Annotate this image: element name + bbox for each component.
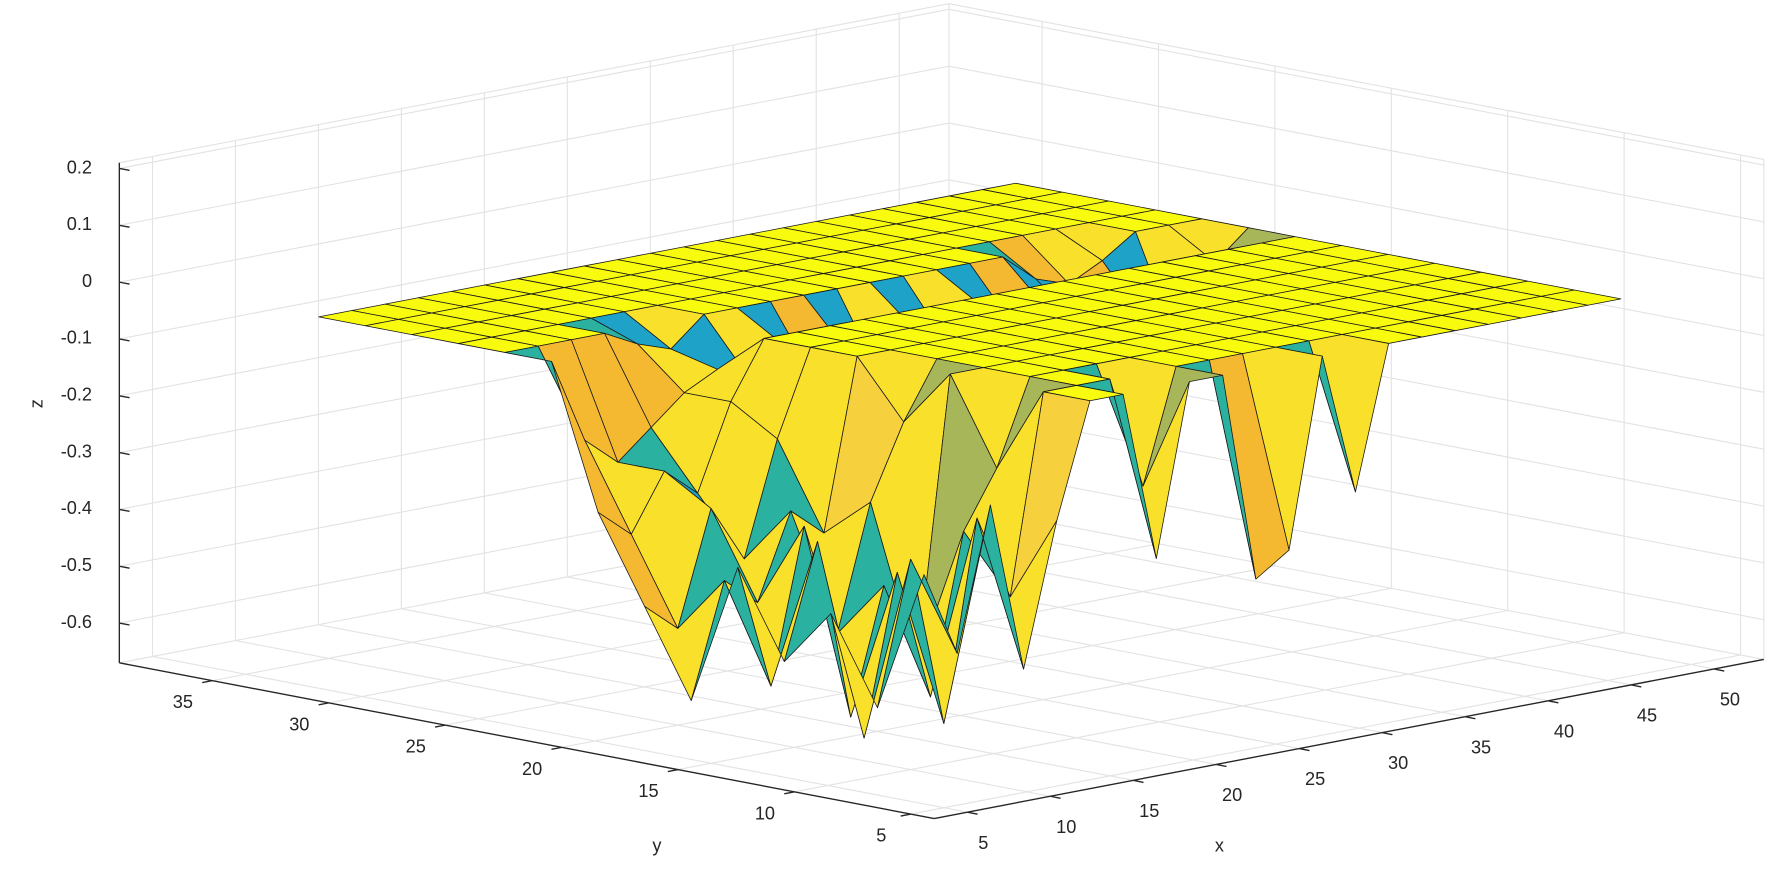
x-tick-label: 25 [1305,769,1325,789]
grid-line [235,640,1051,797]
y-tick-label: 25 [406,737,426,757]
z-tick-label: -0.2 [61,385,92,405]
z-tick-label: -0.3 [61,441,92,461]
z-tick [119,224,130,228]
grid-line [948,122,1764,280]
surface-face [877,558,958,709]
z-tick [119,451,130,456]
grid-line [119,65,950,226]
y-tick-label: 20 [522,759,542,779]
grid-line [119,8,950,170]
grid-line [119,122,950,283]
z-tick-label: 0.1 [67,214,92,234]
grid-line [794,632,1625,793]
x-tick-label: 10 [1056,817,1076,837]
z-tick [119,395,130,399]
grid-line [401,608,1217,766]
grid-line [119,179,950,340]
x-axis [934,658,1764,820]
z-tick-label: 0.2 [67,157,92,177]
y-tick-label: 35 [173,692,193,712]
z-tick-label: -0.6 [61,612,92,632]
wall-edge [948,503,1764,660]
z-tick-label: -0.1 [61,328,92,348]
x-tick-label: 30 [1388,753,1408,773]
z-tick [119,565,130,569]
grid-line [561,587,1392,748]
x-tick-label: 5 [978,833,988,853]
y-tick-label: 10 [755,803,775,823]
grid-line [948,8,1764,166]
grid-line [948,65,1764,223]
surface [318,182,1622,739]
y-tick-label: 15 [638,781,658,801]
x-tick-label: 50 [1720,690,1740,710]
grid-line [910,654,1741,815]
z-tick-label: -0.5 [61,555,92,575]
z-tick [119,338,130,342]
y-axis-label: y [652,836,662,856]
x-tick-label: 40 [1554,721,1574,741]
y-axis [119,662,935,820]
x-tick-label: 15 [1139,801,1159,821]
wall-edge [119,3,950,164]
grid-line [484,592,1300,750]
grid-line [318,624,1134,781]
axes-layer: 5 10 15 20 25 30 35 40 45 50 5 10 15 20 25 30 35 -0.6 -0.5… [61,157,1764,853]
z-tick-label: 0 [82,271,92,291]
z-tick [119,281,130,285]
x-tick-label: 20 [1222,785,1242,805]
z-axis-label: z [26,399,46,408]
y-tick-label: 30 [289,714,309,734]
z-tick-label: -0.4 [61,498,92,518]
grid-line [677,609,1508,771]
grid-line [948,463,1764,621]
wall-edge [948,3,1764,160]
x-tick-label: 35 [1471,737,1491,757]
z-tick [119,622,130,626]
x-axis-label: x [1215,836,1224,856]
x-tick-label: 45 [1637,706,1657,726]
y-tick-label: 5 [876,826,886,846]
z-tick [119,508,130,513]
grid-line [152,655,968,813]
z-tick [119,167,130,172]
